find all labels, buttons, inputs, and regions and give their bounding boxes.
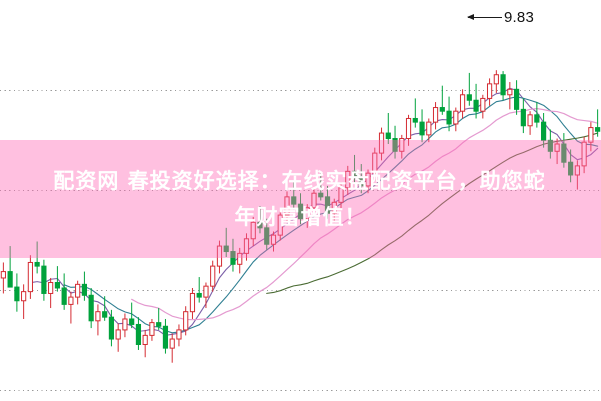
candlestick-series [0, 70, 601, 363]
